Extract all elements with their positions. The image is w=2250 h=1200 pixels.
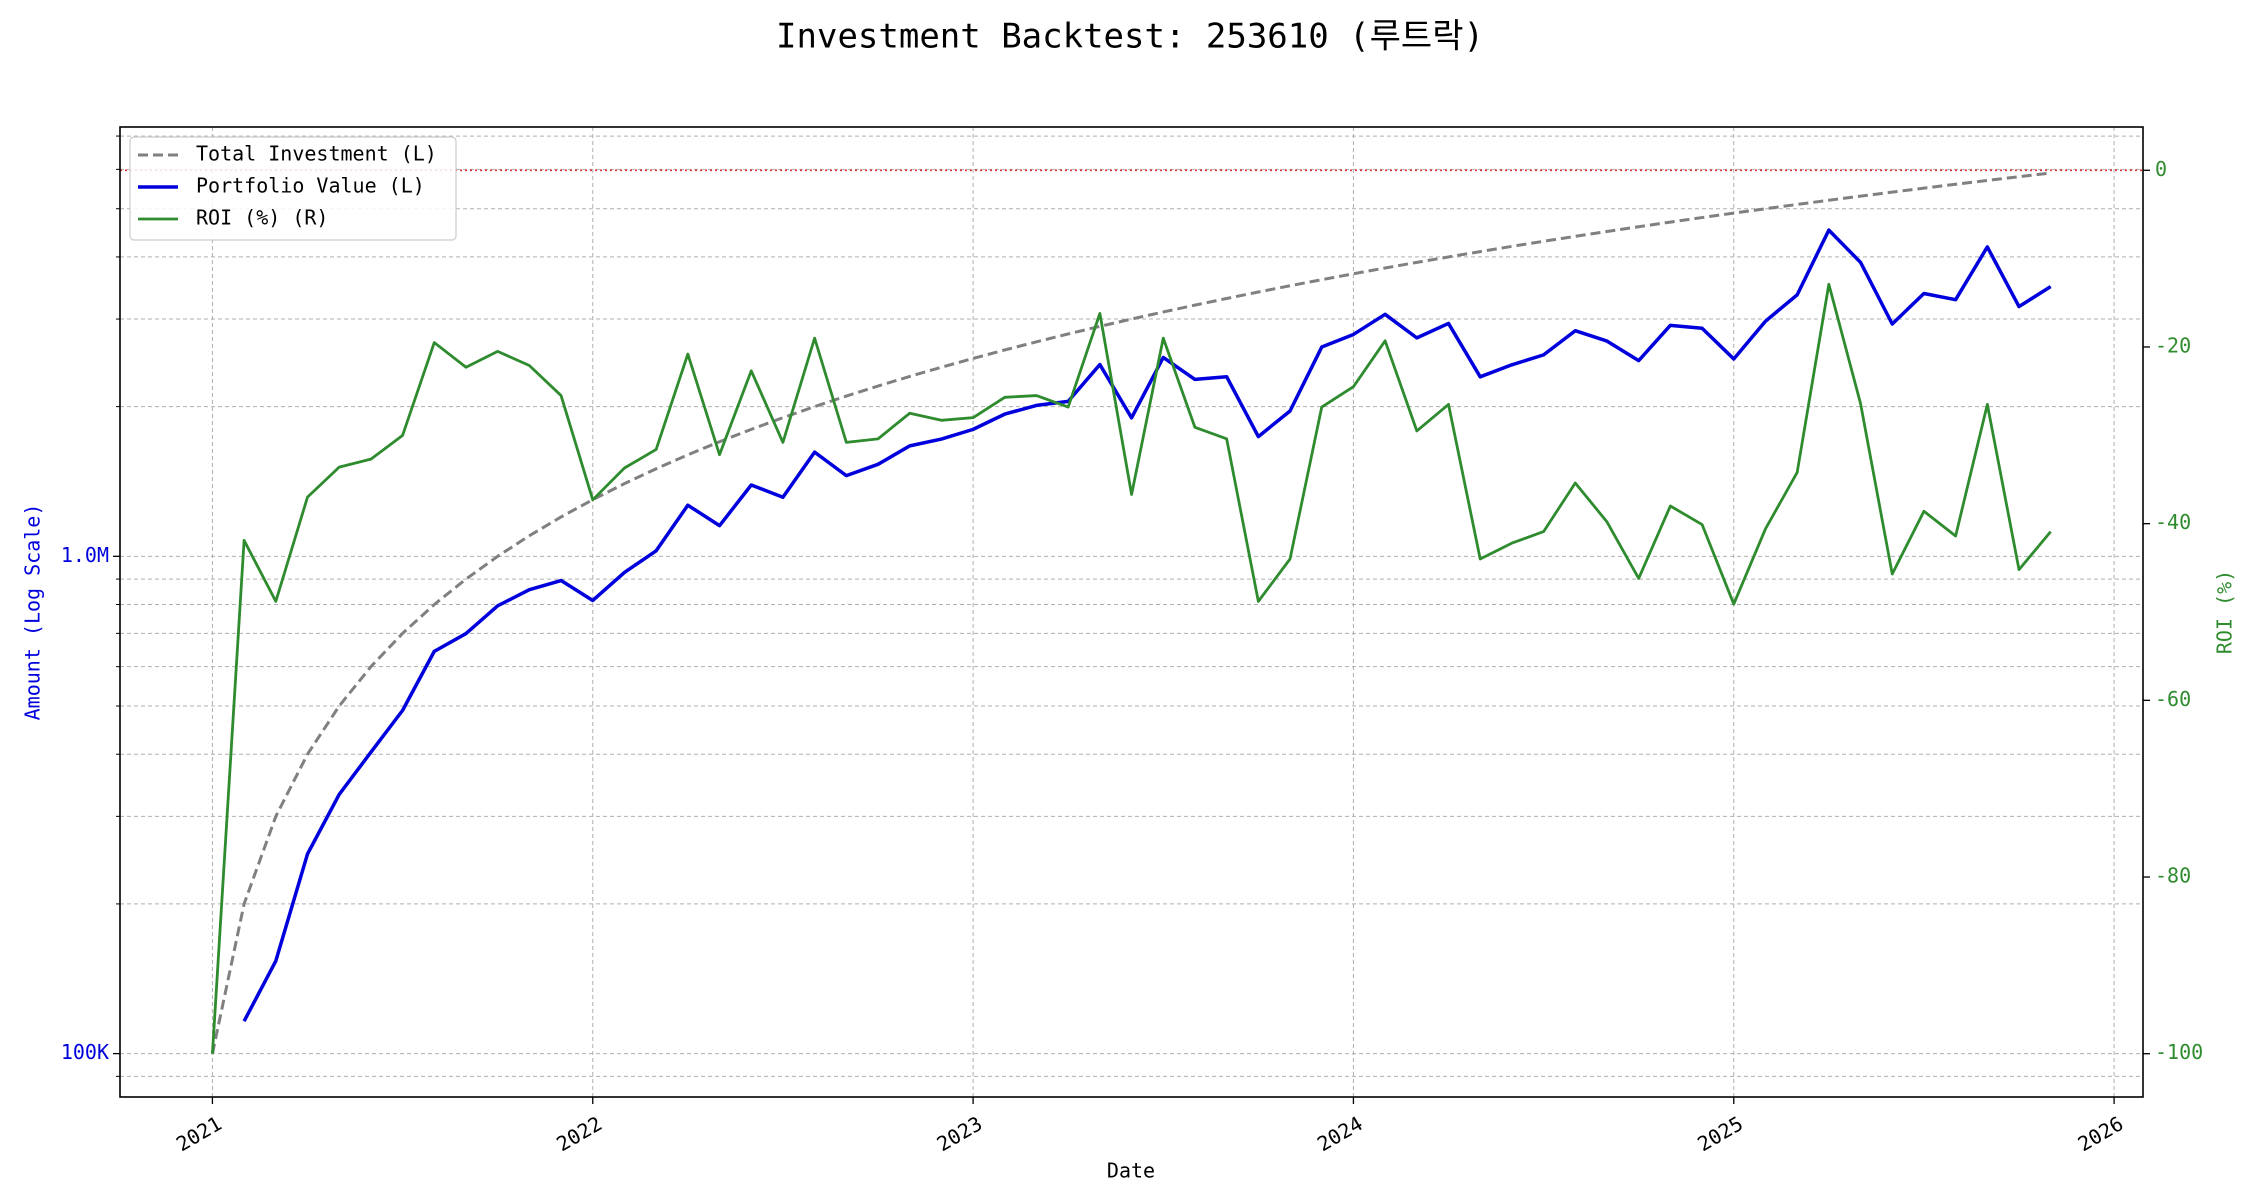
y-axis-label: Amount (Log Scale)	[21, 504, 45, 721]
legend-box	[129, 136, 457, 241]
x-tick-label: 2026	[2074, 1111, 2128, 1156]
y2-tick-label: -60	[2155, 687, 2191, 711]
chart-title: Investment Backtest: 253610 (루트락)	[776, 17, 1484, 57]
y2-tick-label: 0	[2155, 157, 2167, 181]
x-tick-label: 2024	[1313, 1111, 1367, 1156]
y2-tick-label: -40	[2155, 510, 2191, 534]
series-line	[242, 228, 2052, 1023]
y2-tick-label: -20	[2155, 333, 2191, 357]
x-tick-label: 2021	[172, 1111, 226, 1156]
legend-label: Total Investment (L)	[196, 142, 437, 166]
legend-label: ROI (%) (R)	[196, 206, 328, 230]
y2-tick-label: -100	[2155, 1040, 2203, 1064]
x-tick-label: 2023	[933, 1111, 987, 1156]
plot-frame	[119, 126, 2144, 1098]
y-tick-label: 100K	[61, 1040, 109, 1064]
x-tick-label: 2022	[552, 1111, 606, 1156]
x-axis-label: Date	[1107, 1159, 1155, 1183]
legend-label: Portfolio Value (L)	[196, 174, 425, 198]
series-line	[210, 171, 2051, 1054]
x-tick-label: 2025	[1693, 1111, 1747, 1156]
y2-tick-label: -80	[2155, 864, 2191, 888]
y2-axis-label: ROI (%)	[2213, 570, 2237, 654]
series-line	[211, 282, 2052, 1054]
legend: Total Investment (L) Portfolio Value (L) R…	[129, 136, 457, 241]
y-tick-label: 1.0M	[61, 543, 109, 567]
